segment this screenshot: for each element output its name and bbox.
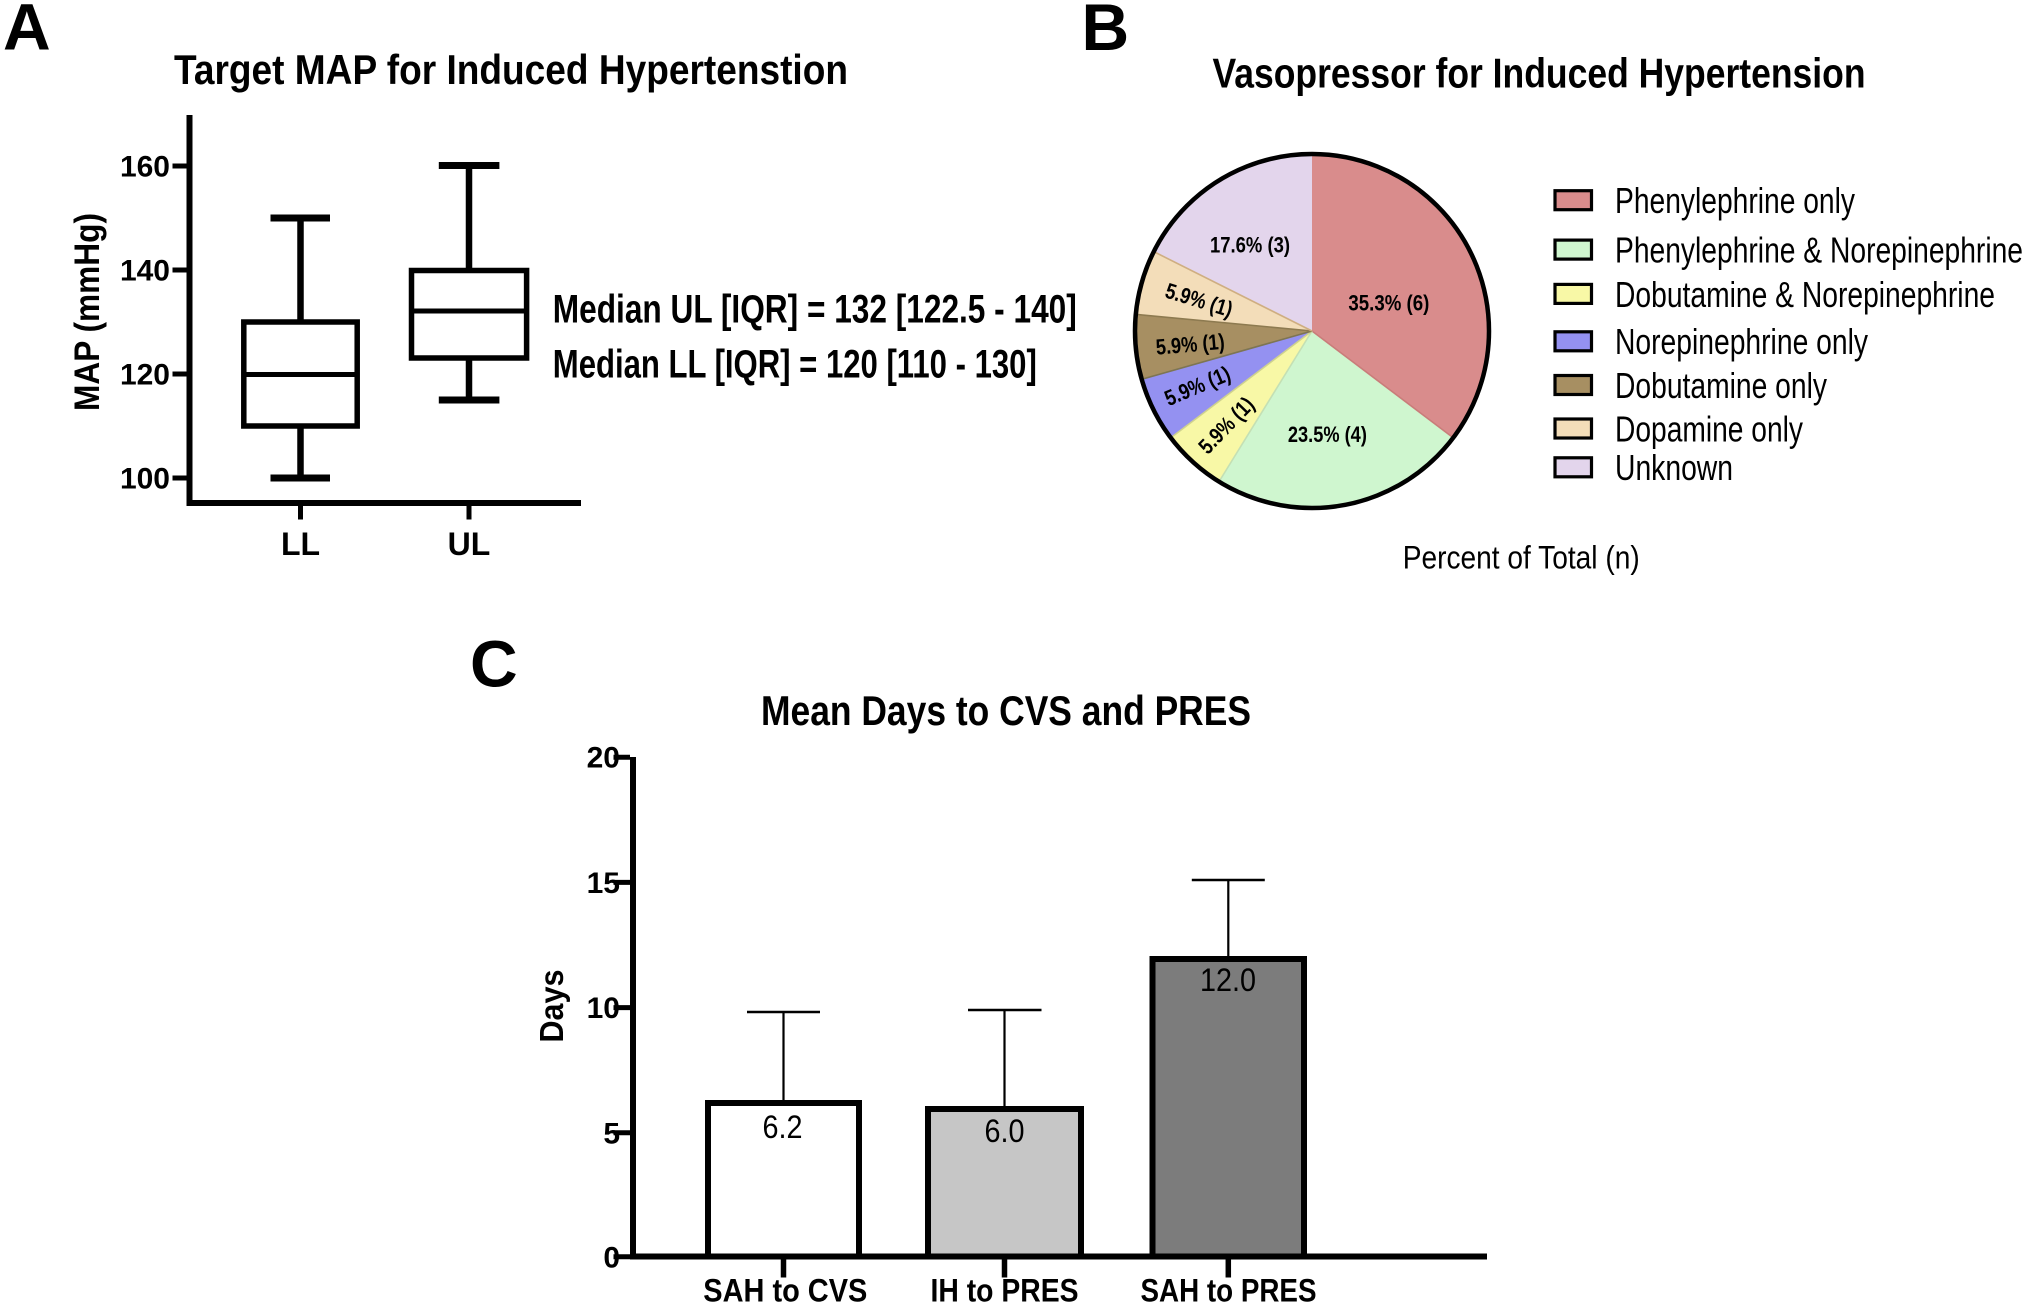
svg-text:5.9% (1): 5.9% (1) bbox=[1155, 329, 1226, 360]
svg-text:Norepinephrine only: Norepinephrine only bbox=[1615, 321, 1868, 362]
svg-text:B: B bbox=[1082, 0, 1130, 64]
svg-text:Mean Days to CVS and PRES: Mean Days to CVS and PRES bbox=[761, 687, 1251, 734]
svg-text:10: 10 bbox=[587, 992, 620, 1025]
svg-text:Unknown: Unknown bbox=[1615, 447, 1733, 488]
svg-text:C: C bbox=[470, 627, 518, 701]
svg-text:Dopamine only: Dopamine only bbox=[1615, 408, 1803, 449]
svg-text:Median UL [IQR] = 132 [122.5 -: Median UL [IQR] = 132 [122.5 - 140] bbox=[553, 288, 1077, 332]
svg-text:UL: UL bbox=[448, 526, 491, 562]
svg-text:Phenylephrine & Norepinephrine: Phenylephrine & Norepinephrine bbox=[1615, 230, 2023, 271]
svg-text:6.2: 6.2 bbox=[763, 1109, 803, 1145]
svg-text:17.6% (3): 17.6% (3) bbox=[1210, 233, 1290, 258]
svg-text:IH to PRES: IH to PRES bbox=[931, 1273, 1079, 1308]
svg-text:Percent of Total (n): Percent of Total (n) bbox=[1403, 540, 1640, 576]
svg-text:Median LL [IQR] = 120 [110 - 1: Median LL [IQR] = 120 [110 - 130] bbox=[553, 342, 1037, 386]
svg-text:6.0: 6.0 bbox=[985, 1113, 1025, 1149]
svg-text:Phenylephrine only: Phenylephrine only bbox=[1615, 180, 1855, 221]
svg-text:35.3% (6): 35.3% (6) bbox=[1348, 291, 1429, 316]
svg-text:Vasopressor for Induced Hypert: Vasopressor for Induced Hypertension bbox=[1213, 50, 1866, 97]
svg-text:Target MAP for Induced Hyperte: Target MAP for Induced Hypertenstion bbox=[174, 46, 848, 93]
svg-text:15: 15 bbox=[587, 867, 620, 900]
svg-text:140: 140 bbox=[120, 255, 170, 288]
svg-text:23.5% (4): 23.5% (4) bbox=[1288, 422, 1367, 447]
svg-text:MAP (mmHg): MAP (mmHg) bbox=[68, 213, 107, 411]
svg-text:20: 20 bbox=[587, 742, 620, 775]
svg-text:160: 160 bbox=[120, 151, 170, 184]
svg-text:Dobutamine only: Dobutamine only bbox=[1615, 365, 1827, 406]
svg-text:120: 120 bbox=[120, 359, 170, 392]
svg-text:Days: Days bbox=[533, 970, 570, 1043]
svg-text:SAH to PRES: SAH to PRES bbox=[1141, 1273, 1317, 1308]
svg-text:A: A bbox=[3, 0, 51, 64]
svg-text:0: 0 bbox=[603, 1241, 620, 1274]
svg-text:12.0: 12.0 bbox=[1200, 962, 1256, 998]
svg-text:SAH to CVS: SAH to CVS bbox=[703, 1273, 867, 1308]
svg-text:Dobutamine & Norepinephrine: Dobutamine & Norepinephrine bbox=[1615, 274, 1995, 315]
svg-text:5: 5 bbox=[603, 1117, 620, 1150]
svg-text:LL: LL bbox=[281, 526, 320, 562]
svg-text:100: 100 bbox=[120, 463, 170, 496]
